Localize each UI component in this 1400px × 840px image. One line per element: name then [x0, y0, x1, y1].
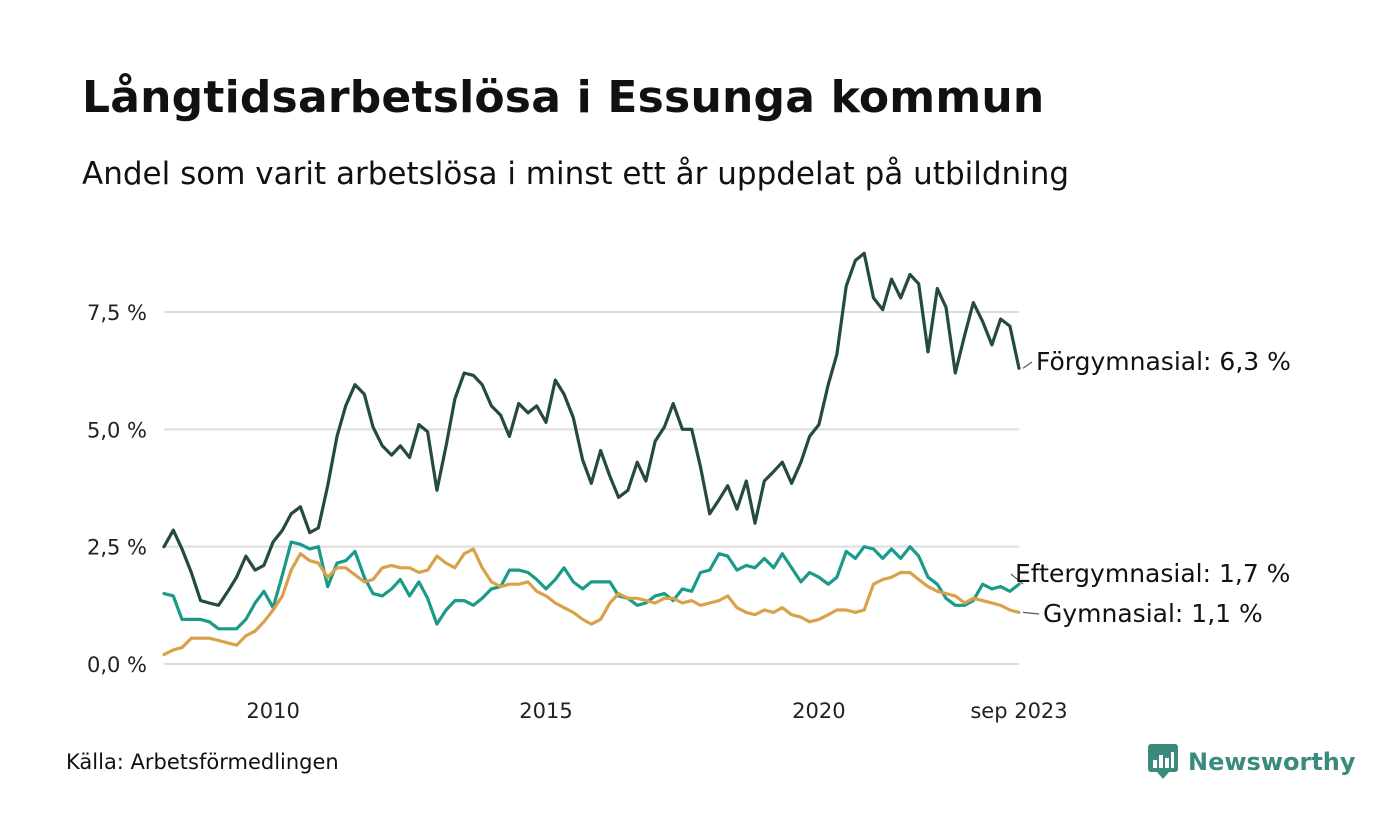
- label-connector: [1022, 611, 1040, 615]
- x-tick-label: 2020: [792, 699, 845, 723]
- grid-lines: [164, 311, 1019, 665]
- x-tick-label: 2015: [519, 699, 572, 723]
- series-end-label: Eftergymnasial: 1,7 %: [1015, 559, 1290, 588]
- newsworthy-logo-icon: [1148, 744, 1178, 779]
- series-end-label: Gymnasial: 1,1 %: [1043, 599, 1263, 628]
- series-end-label: Förgymnasial: 6,3 %: [1036, 347, 1291, 376]
- y-tick-label: 0,0 %: [87, 653, 147, 677]
- chart-subtitle: Andel som varit arbetslösa i minst ett å…: [82, 156, 1070, 192]
- y-tick-label: 5,0 %: [87, 418, 147, 442]
- source-note: Källa: Arbetsförmedlingen: [66, 750, 339, 774]
- x-tick-label: 2010: [246, 699, 299, 723]
- brand-logo[interactable]: Newsworthy: [1148, 744, 1356, 780]
- y-tick-label: 2,5 %: [87, 536, 147, 560]
- brand-name: Newsworthy: [1188, 748, 1356, 776]
- x-tick-label: sep 2023: [970, 699, 1067, 723]
- label-connector: [1022, 361, 1033, 369]
- label-connector: [1010, 573, 1024, 585]
- series-line-förgymnasial: [162, 251, 1021, 607]
- y-axis-ticks: 0,0 % 2,5 % 5,0 % 7,5 %: [87, 301, 147, 677]
- series-line-eftergymnasial: [162, 540, 1021, 631]
- chart-title: Långtidsarbetslösa i Essunga kommun: [82, 72, 1045, 123]
- series-line-gymnasial: [162, 547, 1021, 657]
- y-tick-label: 7,5 %: [87, 301, 147, 325]
- series-lines: [162, 251, 1021, 657]
- end-labels: Förgymnasial: 6,3 % Eftergymnasial: 1,7 %…: [1010, 347, 1291, 628]
- x-axis-ticks: 2010 2015 2020 sep 2023: [246, 699, 1067, 723]
